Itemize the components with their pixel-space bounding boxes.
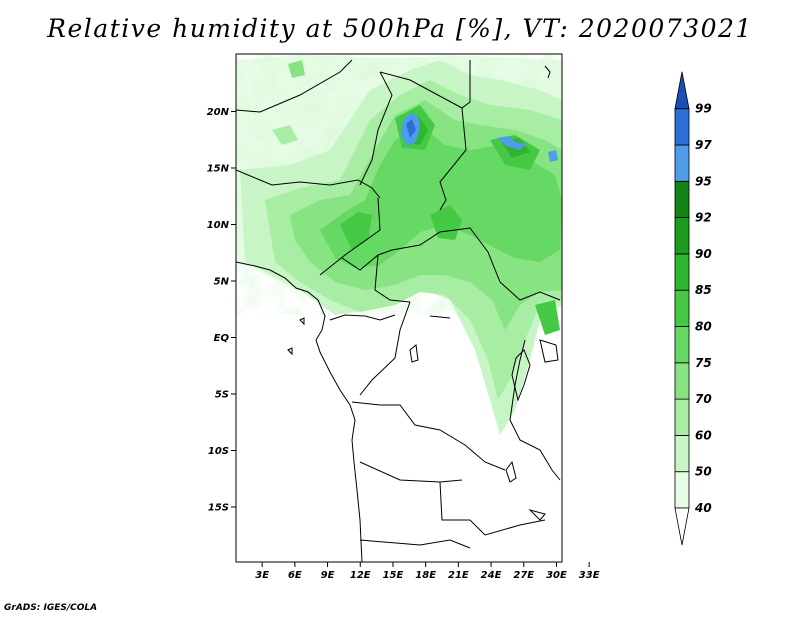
colorbar-label: 50 [695, 465, 712, 479]
colorbar-swatch [674, 471, 690, 509]
lon-tick-label: 30E [546, 570, 567, 581]
saturated-area [406, 119, 416, 138]
colorbar-swatch [674, 326, 690, 364]
lat-tick-label: 15S [208, 503, 229, 514]
lon-tick-label: 6E [288, 570, 302, 581]
colorbar-label: 75 [695, 356, 712, 370]
colorbar-label: 40 [694, 501, 712, 515]
colorbar-label: 60 [695, 428, 712, 442]
saturated-area [548, 150, 558, 162]
credit-text: GrADS: IGES/COLA [4, 603, 98, 613]
colorbar-max-arrow [674, 71, 690, 110]
lon-tick-label: 27E [513, 570, 534, 581]
lon-tick-label: 21E [448, 570, 469, 581]
lon-tick-label: 33E [579, 570, 600, 581]
moist-area-80 [288, 60, 305, 78]
moist-area-85 [320, 125, 562, 268]
colorbar-swatch [674, 217, 690, 255]
colorbar-label: 80 [695, 320, 712, 334]
colorbar-label: 92 [695, 211, 712, 225]
lat-tick-label: 20N [207, 107, 230, 118]
colorbar-swatch [674, 253, 690, 291]
lat-tick-label: EQ [214, 333, 230, 344]
coastlines-and-borders [236, 59, 561, 562]
moist-area-90 [535, 300, 560, 335]
humidity-field [236, 54, 562, 435]
lon-tick-label: 15E [383, 570, 404, 581]
map-frame [235, 53, 563, 563]
colorbar-swatch [674, 289, 690, 327]
lon-tick-label: 24E [481, 570, 502, 581]
colorbar-label: 90 [695, 247, 712, 261]
colorbar-swatch [674, 108, 690, 146]
lat-tick-label: 10N [207, 220, 230, 231]
lat-tick-label: 15N [207, 164, 230, 175]
lon-tick-label: 9E [321, 570, 335, 581]
lon-tick-label: 12E [350, 570, 371, 581]
saturated-area [497, 136, 526, 150]
lat-tick-label: 5S [215, 390, 229, 401]
colorbar-label: 97 [695, 138, 712, 152]
lat-tick-label: 10S [208, 446, 229, 457]
colorbar-swatch [674, 398, 690, 436]
colorbar-swatch [674, 144, 690, 182]
colorbar-label: 70 [695, 392, 712, 406]
longitude-axis: 3E 6E 9E 12E 15E 18E 21E 24E 27E 30E 33E [255, 562, 600, 581]
chart-title: Relative humidity at 500hPa [%], VT: 202… [47, 14, 753, 43]
moist-area-70 [272, 125, 298, 145]
lat-tick-label: 5N [214, 277, 230, 288]
colorbar: 40 50 60 70 75 80 85 90 92 95 97 99 [674, 71, 712, 546]
colorbar-label: 95 [695, 174, 712, 188]
colorbar-swatch [674, 434, 690, 473]
latitude-axis: 20N 15N 10N 5N EQ 5S 10S 15S [207, 107, 236, 514]
colorbar-swatch [674, 362, 690, 400]
colorbar-swatch [674, 180, 690, 219]
colorbar-label: 99 [695, 102, 712, 116]
moist-area-90 [430, 205, 462, 240]
colorbar-label: 85 [695, 283, 712, 297]
moist-area-90 [340, 212, 372, 250]
lon-tick-label: 3E [255, 570, 269, 581]
lon-tick-label: 18E [415, 570, 436, 581]
colorbar-min-arrow [674, 507, 690, 546]
